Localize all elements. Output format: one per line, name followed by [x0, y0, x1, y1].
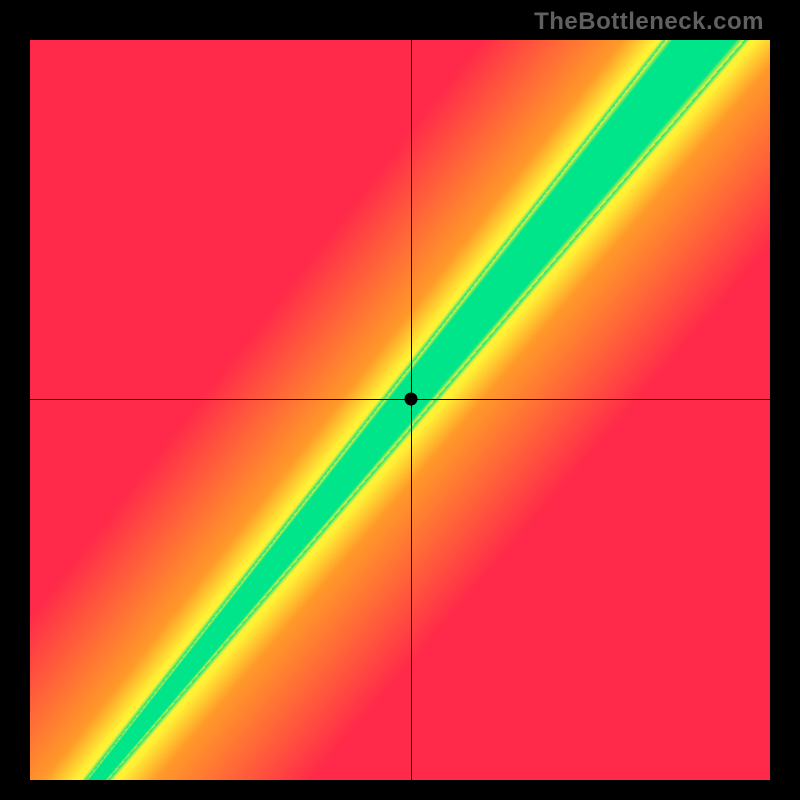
crosshair-horizontal: [30, 399, 770, 400]
marker-dot: [405, 392, 418, 405]
page-root: TheBottleneck.com: [0, 0, 800, 800]
watermark-text: TheBottleneck.com: [534, 8, 764, 36]
plot-area: [30, 40, 770, 780]
heatmap-canvas: [30, 40, 770, 780]
crosshair-vertical: [411, 40, 412, 780]
